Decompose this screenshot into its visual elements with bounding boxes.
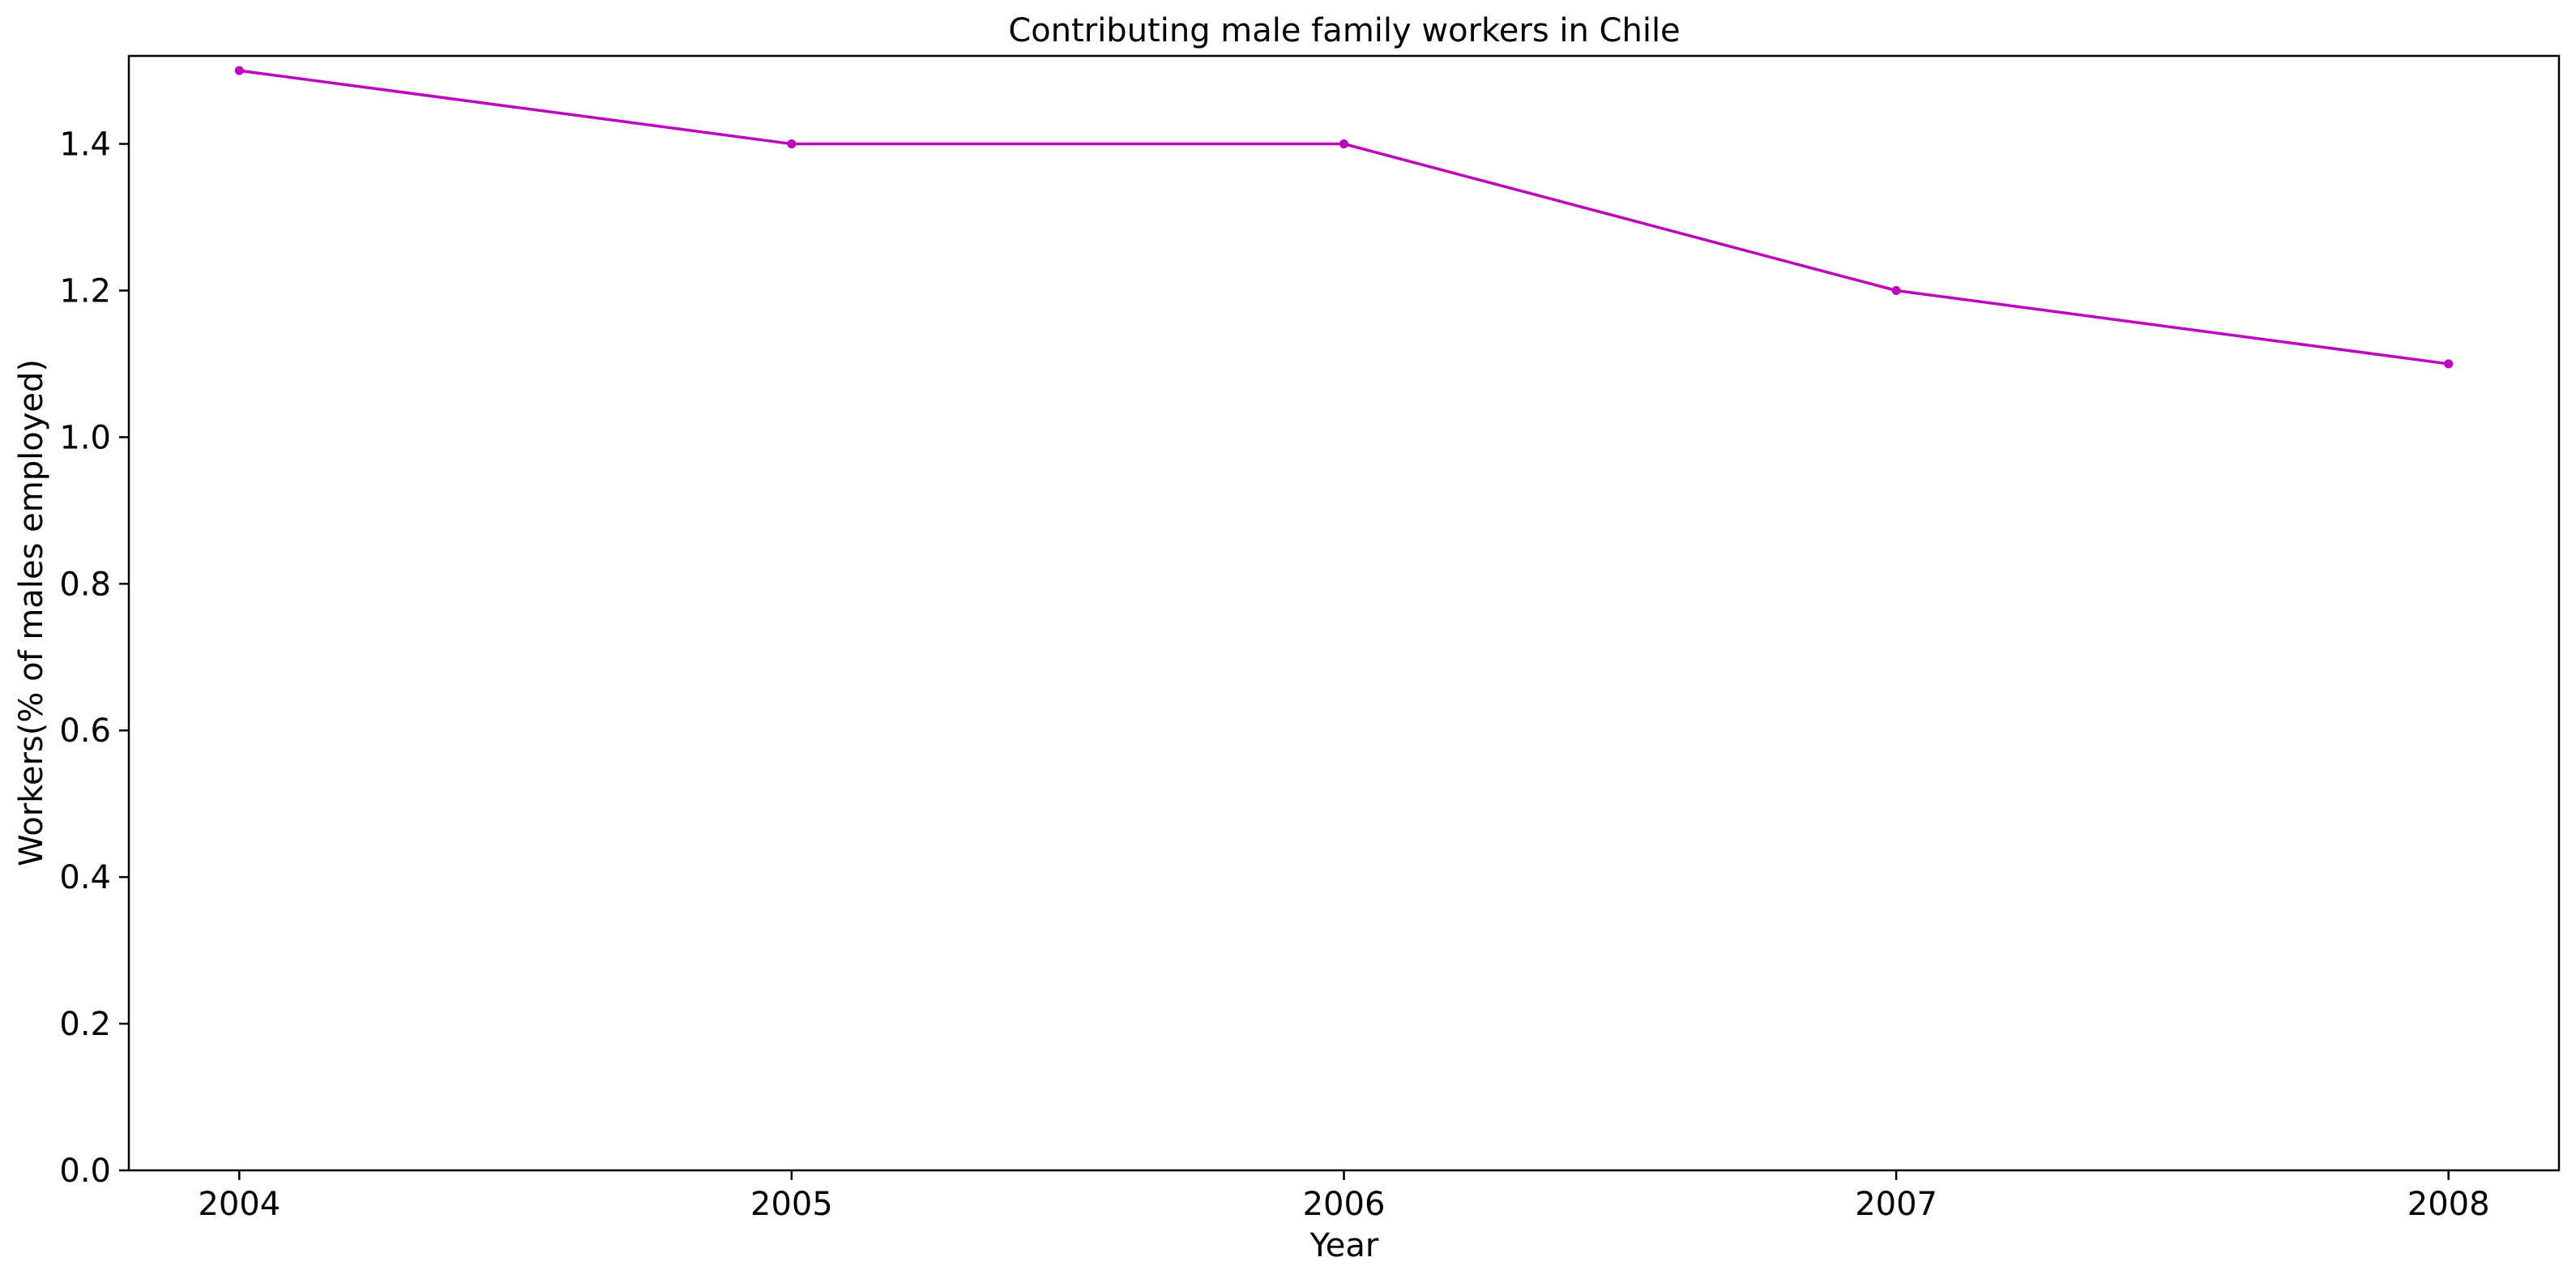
y-axis: 0.0 0.2 0.4 0.6 0.8 1.0 1.2 1.4 [59,126,129,1190]
y-tick-label: 0.2 [59,1006,111,1043]
data-point [1339,139,1348,149]
x-tick-label: 2006 [1303,1186,1386,1223]
x-axis-label: Year [1309,1227,1379,1264]
plot-area-frame [127,54,2561,1172]
y-tick-label: 1.2 [59,272,111,310]
x-tick-label: 2005 [750,1186,833,1223]
y-tick-label: 0.4 [59,859,111,896]
chart-title: Contributing male family workers in Chil… [1008,12,1680,49]
x-axis: 2004 2005 2006 2007 2008 [198,1170,2490,1223]
y-tick-label: 1.4 [59,126,111,164]
y-tick-label: 0.0 [59,1153,111,1190]
x-tick-label: 2008 [2407,1186,2490,1223]
y-tick-label: 0.6 [59,712,111,750]
y-tick-label: 0.8 [59,566,111,603]
series-line [239,69,2449,366]
y-tick-label: 1.0 [59,419,111,456]
data-point [787,139,797,149]
series-layer [234,66,2454,369]
data-point [2444,359,2454,369]
data-point [234,66,244,75]
y-axis-label: Workers(% of males employed) [13,359,50,866]
x-tick-label: 2007 [1855,1186,1937,1223]
data-point [1891,285,1901,295]
x-tick-label: 2004 [198,1186,280,1223]
